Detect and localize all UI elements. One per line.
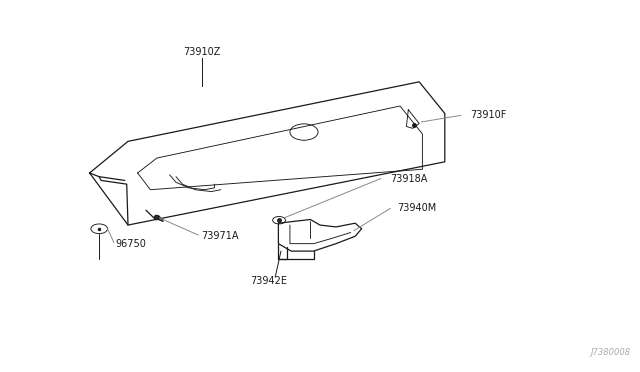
Text: 73971A: 73971A bbox=[202, 231, 239, 241]
Text: 73940M: 73940M bbox=[397, 203, 436, 213]
Text: 73918A: 73918A bbox=[390, 174, 428, 183]
Text: 73942E: 73942E bbox=[250, 276, 287, 286]
Text: J7380008: J7380008 bbox=[590, 348, 630, 357]
Text: 73910F: 73910F bbox=[470, 110, 507, 120]
Text: 73910Z: 73910Z bbox=[183, 47, 220, 57]
Text: 96750: 96750 bbox=[115, 239, 146, 248]
